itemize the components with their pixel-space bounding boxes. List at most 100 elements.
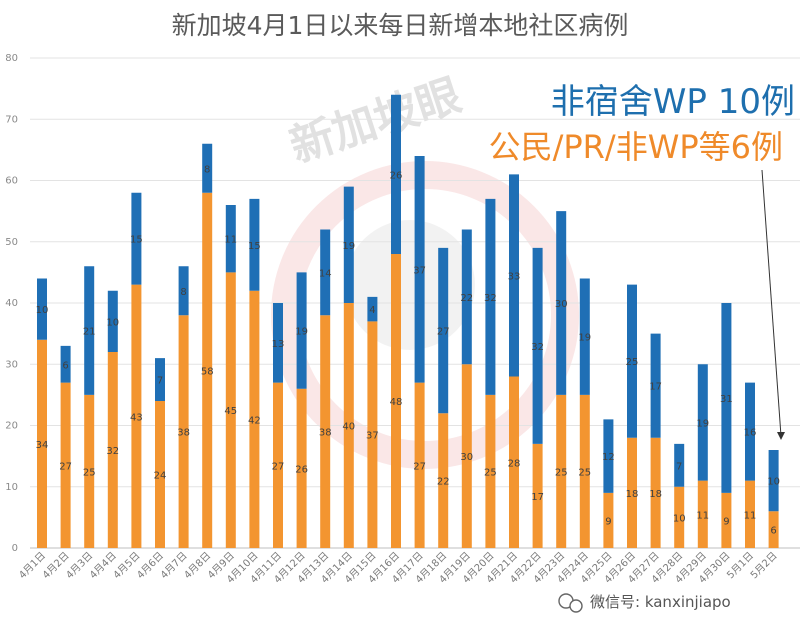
data-label-citizen: 18 xyxy=(626,489,639,500)
bar-segment-wp xyxy=(343,186,354,303)
data-label-citizen: 38 xyxy=(319,428,332,439)
data-label-wp: 30 xyxy=(555,299,568,310)
bar-segment-wp xyxy=(485,198,496,395)
data-label-wp: 10 xyxy=(106,317,119,328)
data-label-citizen: 25 xyxy=(484,467,497,478)
data-label-wp: 15 xyxy=(248,241,261,252)
data-label-citizen: 18 xyxy=(649,489,662,500)
bar-segment-wp xyxy=(202,143,213,193)
bar-segment-wp xyxy=(155,358,165,401)
data-label-wp: 17 xyxy=(649,382,662,393)
wechat-footer: 微信号: kanxinjiapo xyxy=(558,593,731,613)
bar-segment-citizen xyxy=(532,443,543,548)
bar-segment-wp xyxy=(745,382,755,481)
bar-segment-wp xyxy=(674,443,685,487)
annotation-wp: 非宿舍WP 10例 xyxy=(551,82,795,122)
data-label-citizen: 38 xyxy=(177,428,190,439)
data-label-wp: 32 xyxy=(484,293,497,304)
bar-segment-wp xyxy=(603,419,614,493)
data-label-citizen: 30 xyxy=(460,452,473,463)
data-label-citizen: 25 xyxy=(555,467,568,478)
data-label-citizen: 22 xyxy=(437,477,450,488)
data-label-citizen: 11 xyxy=(744,510,757,521)
data-label-citizen: 6 xyxy=(770,526,776,537)
data-label-citizen: 9 xyxy=(605,516,611,527)
chart-title: 新加坡4月1日以来每日新增本地社区病例 xyxy=(172,11,629,40)
data-label-citizen: 37 xyxy=(366,431,379,442)
data-label-wp: 10 xyxy=(767,477,780,488)
data-label-wp: 32 xyxy=(531,342,544,353)
data-label-citizen: 9 xyxy=(723,516,729,527)
data-label-wp: 13 xyxy=(272,339,285,350)
bar-segment-citizen xyxy=(343,303,354,548)
bar-segment-wp xyxy=(414,156,425,383)
data-label-citizen: 32 xyxy=(106,446,119,457)
data-label-wp: 26 xyxy=(390,170,403,181)
data-label-wp: 19 xyxy=(578,333,591,344)
bar-segment-citizen xyxy=(603,492,614,548)
annotation-arrow-line xyxy=(761,169,782,437)
bar-segment-wp xyxy=(60,345,71,383)
bar-segment-citizen xyxy=(273,382,283,548)
bar-segment-wp xyxy=(37,278,47,340)
y-tick-label: 70 xyxy=(5,114,18,125)
bar-segment-wp xyxy=(178,266,189,316)
data-label-citizen: 42 xyxy=(248,415,261,426)
data-label-wp: 31 xyxy=(720,394,733,405)
data-label-citizen: 27 xyxy=(59,461,72,472)
data-label-citizen: 58 xyxy=(201,366,214,377)
data-label-citizen: 43 xyxy=(130,412,143,423)
data-label-citizen: 25 xyxy=(83,467,96,478)
bar-segment-wp xyxy=(556,211,567,395)
data-label-citizen: 48 xyxy=(390,397,403,408)
bar-segment-citizen xyxy=(579,394,590,548)
y-tick-label: 20 xyxy=(5,421,18,432)
y-tick-label: 80 xyxy=(5,53,18,64)
bar-segment-citizen xyxy=(556,394,567,548)
y-tick-label: 50 xyxy=(5,237,18,248)
bar-segment-citizen xyxy=(249,290,260,548)
bar-segment-citizen xyxy=(84,394,95,548)
bar-segment-citizen xyxy=(131,284,142,548)
data-labels: 34 10 27 6 25 21 32 10 43 15 24 7 38 8 58 8 45 11 42 15 27 13… xyxy=(36,164,780,536)
annotation-citizen: 公民/PR/非WP等6例 xyxy=(489,128,783,166)
watermark-disc xyxy=(345,220,475,350)
data-label-wp: 19 xyxy=(696,418,709,429)
data-label-wp: 7 xyxy=(157,376,163,387)
x-axis-ticks: 4月1日4月2日4月3日4月4日4月5日4月6日4月7日4月8日4月9日4月10… xyxy=(16,550,779,586)
watermark-text: 新加坡眼 xyxy=(284,70,467,173)
data-label-citizen: 40 xyxy=(342,422,355,433)
bar-segment-citizen xyxy=(485,394,496,548)
data-label-citizen: 27 xyxy=(413,461,426,472)
bar-segment-citizen xyxy=(674,486,685,548)
bar-segment-wp xyxy=(273,303,283,383)
data-label-citizen: 24 xyxy=(154,471,167,482)
annotation-arrow-head xyxy=(777,432,785,440)
data-label-citizen: 11 xyxy=(696,510,709,521)
data-label-wp: 27 xyxy=(437,327,450,338)
data-label-citizen: 27 xyxy=(272,461,285,472)
y-tick-label: 30 xyxy=(5,359,18,370)
data-label-wp: 15 xyxy=(130,235,143,246)
data-label-wp: 19 xyxy=(342,241,355,252)
bars xyxy=(37,94,779,548)
bar-segment-citizen xyxy=(178,315,189,548)
bar-segment-wp xyxy=(225,205,236,273)
bar-segment-citizen xyxy=(37,339,47,548)
bar-segment-wp xyxy=(438,247,449,414)
data-label-citizen: 26 xyxy=(295,464,308,475)
data-label-citizen: 34 xyxy=(36,440,49,451)
bar-segment-citizen xyxy=(461,364,472,548)
bar-segment-citizen xyxy=(391,254,401,548)
bar-segment-citizen xyxy=(367,321,378,548)
data-label-wp: 6 xyxy=(62,360,68,371)
bar-segment-citizen xyxy=(650,437,661,548)
bar-segment-citizen xyxy=(60,382,71,548)
bar-segment-wp xyxy=(249,198,260,291)
bar-segment-wp xyxy=(579,278,590,395)
bar-segment-wp xyxy=(84,266,95,395)
bar-segment-wp xyxy=(320,229,331,316)
bar-segment-citizen xyxy=(296,388,307,548)
